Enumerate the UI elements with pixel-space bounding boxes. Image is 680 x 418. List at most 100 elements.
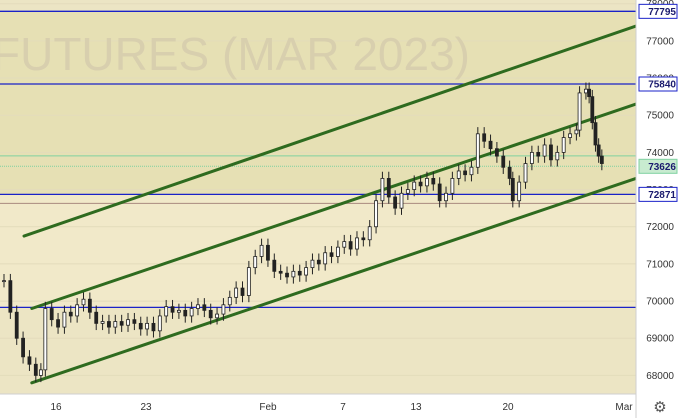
candle-body-81 xyxy=(510,178,515,202)
candle-body-55 xyxy=(348,241,353,250)
candle-body-69 xyxy=(437,183,442,202)
candle-body-18 xyxy=(113,321,118,328)
candle-body-47 xyxy=(297,270,302,276)
candle-body-15 xyxy=(94,311,99,324)
candle-body-79 xyxy=(501,155,506,168)
candle-body-54 xyxy=(342,241,347,248)
candle-body-76 xyxy=(482,133,487,142)
candle-body-57 xyxy=(361,237,366,241)
level-badge-0-box xyxy=(638,3,678,19)
level-badge-1-box xyxy=(638,76,678,92)
candle-body-26 xyxy=(164,306,169,317)
level-badge-2-box xyxy=(638,186,678,202)
x-tick-label-4: 13 xyxy=(410,402,422,413)
y-tick-label-0: 68000 xyxy=(646,371,674,382)
candle-body-2 xyxy=(14,311,19,339)
y-tick-label-7: 75000 xyxy=(646,111,674,122)
candle-body-44 xyxy=(278,270,283,274)
candle-body-0 xyxy=(2,280,6,283)
candle-body-16 xyxy=(100,321,105,324)
candle-body-43 xyxy=(272,259,277,272)
candle-body-62 xyxy=(393,196,398,209)
level-badge-1-text: 75840 xyxy=(648,80,676,91)
candle-body-80 xyxy=(507,166,512,179)
candle-body-97 xyxy=(596,144,601,157)
candle-body-24 xyxy=(151,322,156,332)
candle-body-77 xyxy=(488,140,493,150)
x-tick-label-2: Feb xyxy=(259,402,277,413)
candle-body-71 xyxy=(450,178,455,194)
y-tick-label-1: 69000 xyxy=(646,334,674,345)
candle-body-74 xyxy=(469,166,474,176)
candle-body-42 xyxy=(266,244,270,261)
candle-body-72 xyxy=(456,170,461,179)
candle-body-85 xyxy=(536,151,541,157)
candle-body-31 xyxy=(196,304,200,309)
candle-body-78 xyxy=(494,148,499,157)
candle-body-22 xyxy=(138,322,143,330)
watermark: FUTURES (MAR 2023) xyxy=(0,28,470,80)
gear-icon: ⚙ xyxy=(653,398,666,416)
candle-body-90 xyxy=(568,133,572,138)
chart-settings-button[interactable]: ⚙ xyxy=(640,396,680,418)
candle-body-49 xyxy=(310,259,315,269)
channel-line-upper xyxy=(22,24,636,238)
candle-body-25 xyxy=(157,315,162,332)
x-tick-label-6: Mar xyxy=(615,402,633,413)
y-tick-label-4: 72000 xyxy=(646,222,674,233)
y-tick-label-3: 71000 xyxy=(646,259,674,270)
candle-body-86 xyxy=(542,144,547,157)
candle-body-53 xyxy=(335,246,340,257)
candle-body-89 xyxy=(561,137,566,153)
candle-body-95 xyxy=(590,96,595,124)
y-tick-label-9: 77000 xyxy=(646,36,674,47)
candle-body-8 xyxy=(49,308,54,321)
candle-body-50 xyxy=(316,259,321,265)
candle-body-40 xyxy=(253,256,258,269)
candle-body-59 xyxy=(374,200,378,228)
y-axis-panel xyxy=(637,0,680,418)
current-price-badge-text: 73626 xyxy=(648,162,676,173)
candle-body-96 xyxy=(593,122,598,146)
candle-body-20 xyxy=(126,319,130,326)
candle-body-27 xyxy=(170,306,175,313)
candle-body-45 xyxy=(285,272,289,278)
candle-body-88 xyxy=(555,151,560,161)
candle-body-37 xyxy=(234,287,239,298)
candle-body-58 xyxy=(367,226,372,241)
candle-body-36 xyxy=(227,296,232,306)
candle-body-75 xyxy=(475,133,480,168)
candle-body-70 xyxy=(444,192,448,202)
candle-body-83 xyxy=(523,163,528,183)
candle-body-73 xyxy=(463,170,468,176)
candle-body-14 xyxy=(87,298,92,313)
candle-body-92 xyxy=(577,92,582,131)
candle-body-98 xyxy=(599,155,604,164)
candle-body-48 xyxy=(304,267,309,276)
candle-body-33 xyxy=(208,309,213,319)
candle-body-5 xyxy=(33,363,38,376)
candle-body-10 xyxy=(62,311,67,328)
x-tick-label-3: 7 xyxy=(340,402,346,413)
candle-body-63 xyxy=(399,192,404,209)
candle-body-1 xyxy=(8,280,13,313)
candle-body-46 xyxy=(291,270,296,278)
candle-body-38 xyxy=(240,287,245,296)
candle-body-67 xyxy=(425,178,429,187)
candle-body-68 xyxy=(431,178,436,185)
candle-body-52 xyxy=(329,252,334,257)
candle-body-19 xyxy=(119,321,124,326)
current-price-badge-box xyxy=(638,158,678,174)
level-badge-2-text: 72871 xyxy=(648,190,676,201)
candle-body-17 xyxy=(107,321,111,328)
candle-body-7 xyxy=(43,308,48,371)
candle-body-41 xyxy=(259,244,264,257)
candle-body-3 xyxy=(21,337,25,358)
candle-body-21 xyxy=(132,319,137,324)
candle-body-84 xyxy=(529,151,534,164)
candle-body-9 xyxy=(56,319,60,328)
candle-body-60 xyxy=(380,178,385,202)
x-tick-label-0: 16 xyxy=(50,402,62,413)
candle-body-82 xyxy=(517,181,522,202)
